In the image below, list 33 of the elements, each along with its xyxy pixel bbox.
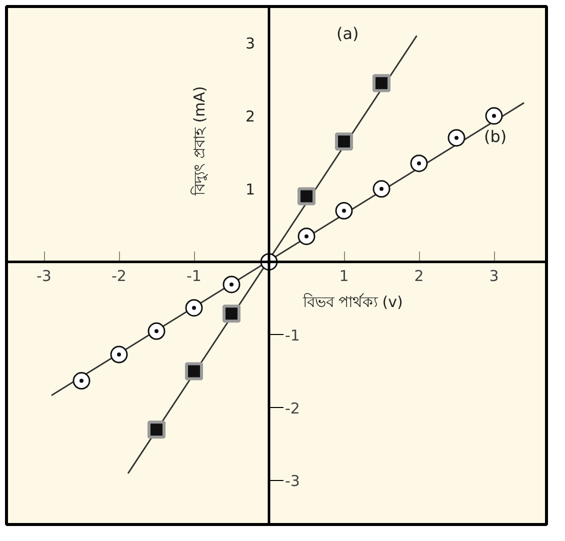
point xyxy=(185,299,203,317)
point xyxy=(298,228,316,246)
point xyxy=(185,362,203,380)
y2-tick-label: -2 xyxy=(285,399,300,418)
point xyxy=(148,322,166,340)
point xyxy=(298,187,316,206)
point xyxy=(148,420,166,439)
y2-tick-label: -1 xyxy=(285,326,300,344)
x-tick-label: -2 xyxy=(112,266,126,285)
y-tick-label: 2 xyxy=(245,107,256,126)
point xyxy=(410,154,428,172)
y-axis-title: বিদ্যুৎ প্রবাহ (mA) xyxy=(190,86,208,196)
point xyxy=(335,132,353,150)
point xyxy=(485,107,503,125)
series-label: (b) xyxy=(484,126,507,146)
x-tick-label: 2 xyxy=(414,266,424,285)
x-tick-label: 3 xyxy=(489,266,499,285)
y-tick-label: 1 xyxy=(245,180,256,198)
x-tick-label: -1 xyxy=(186,266,202,285)
point xyxy=(448,129,466,147)
x-tick-label: 1 xyxy=(339,266,349,285)
point xyxy=(372,74,390,92)
point xyxy=(110,346,128,364)
point xyxy=(222,304,240,323)
point xyxy=(222,276,240,294)
point xyxy=(335,202,353,220)
point xyxy=(72,372,90,390)
y-tick-label: 3 xyxy=(245,34,256,52)
y2-tick-label: -3 xyxy=(285,472,300,490)
x-tick-label: -3 xyxy=(36,266,52,285)
text: (a) xyxy=(336,24,359,44)
x-axis-title: বিভব পার্থক্য (v) xyxy=(302,292,403,311)
point xyxy=(372,180,390,198)
